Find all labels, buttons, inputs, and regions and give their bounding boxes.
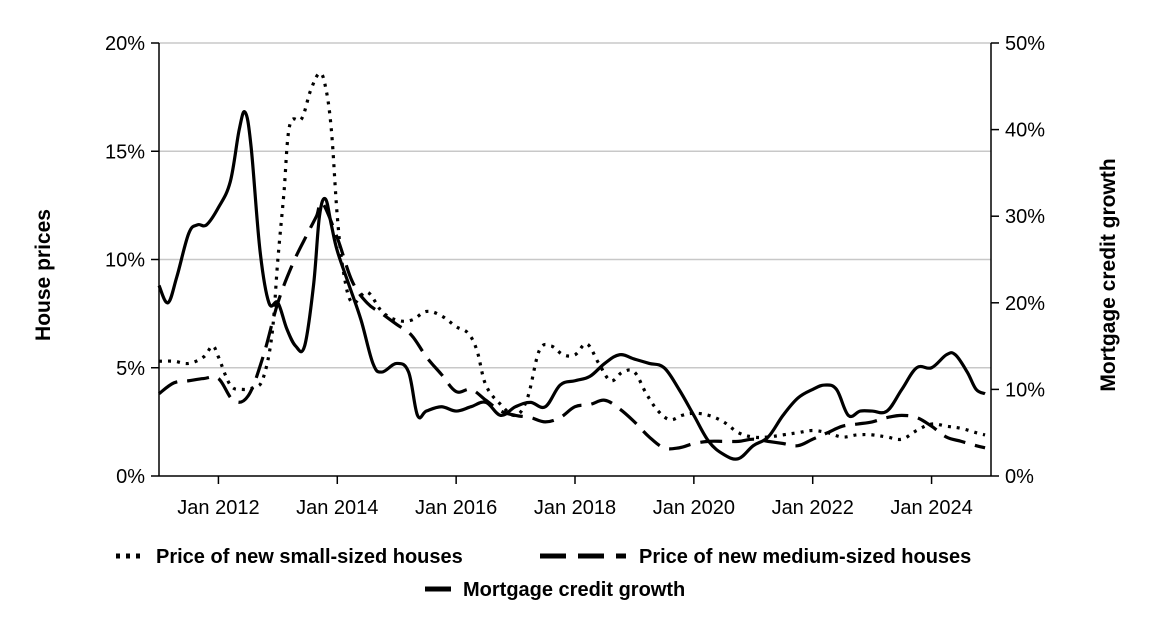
right-tick-label-3: 30% (1005, 206, 1045, 228)
left-tick-label-0: 0% (116, 466, 145, 488)
x-tick-label-0: Jan 2012 (177, 497, 259, 519)
legend-item-mortgage-credit: Mortgage credit growth (425, 579, 685, 601)
x-tick-label-4: Jan 2020 (653, 497, 735, 519)
gridlines (159, 42, 991, 369)
right-tick-label-1: 10% (1005, 379, 1045, 401)
legend: Price of new small-sized houses Price of… (116, 546, 971, 601)
right-tick-label-0: 0% (1005, 466, 1034, 488)
series-lines (157, 71, 986, 461)
series-line-medium-houses (158, 200, 986, 451)
legend-label-medium-houses: Price of new medium-sized houses (639, 546, 971, 568)
right-axis-title: Mortgage credit growth (1097, 158, 1120, 391)
x-tick-label-1: Jan 2014 (296, 497, 378, 519)
legend-item-small-houses: Price of new small-sized houses (116, 546, 463, 568)
right-tick-label-5: 50% (1005, 33, 1045, 55)
legend-label-small-houses: Price of new small-sized houses (156, 546, 463, 568)
legend-label-mortgage-credit: Mortgage credit growth (463, 579, 685, 601)
right-tick-label-2: 20% (1005, 293, 1045, 315)
tick-labels: 0% 5% 10% 15% 20% 0% 10% 20% 30% 40% 50% Jan 2012 Ja… (105, 33, 1045, 519)
right-tick-label-4: 40% (1005, 120, 1045, 142)
x-tick-label-3: Jan 2018 (534, 497, 616, 519)
x-tick-label-5: Jan 2022 (772, 497, 854, 519)
left-axis-title: House prices (32, 209, 55, 341)
left-tick-label-4: 20% (105, 33, 145, 55)
left-tick-label-1: 5% (116, 358, 145, 380)
left-tick-label-3: 15% (105, 141, 145, 163)
series-line-small-houses (158, 71, 986, 442)
left-tick-label-2: 10% (105, 250, 145, 272)
x-tick-label-6: Jan 2024 (890, 497, 972, 519)
legend-item-medium-houses: Price of new medium-sized houses (540, 546, 971, 568)
axes (151, 42, 999, 484)
series-line-mortgage-credit (157, 110, 986, 461)
x-tick-label-2: Jan 2016 (415, 497, 497, 519)
